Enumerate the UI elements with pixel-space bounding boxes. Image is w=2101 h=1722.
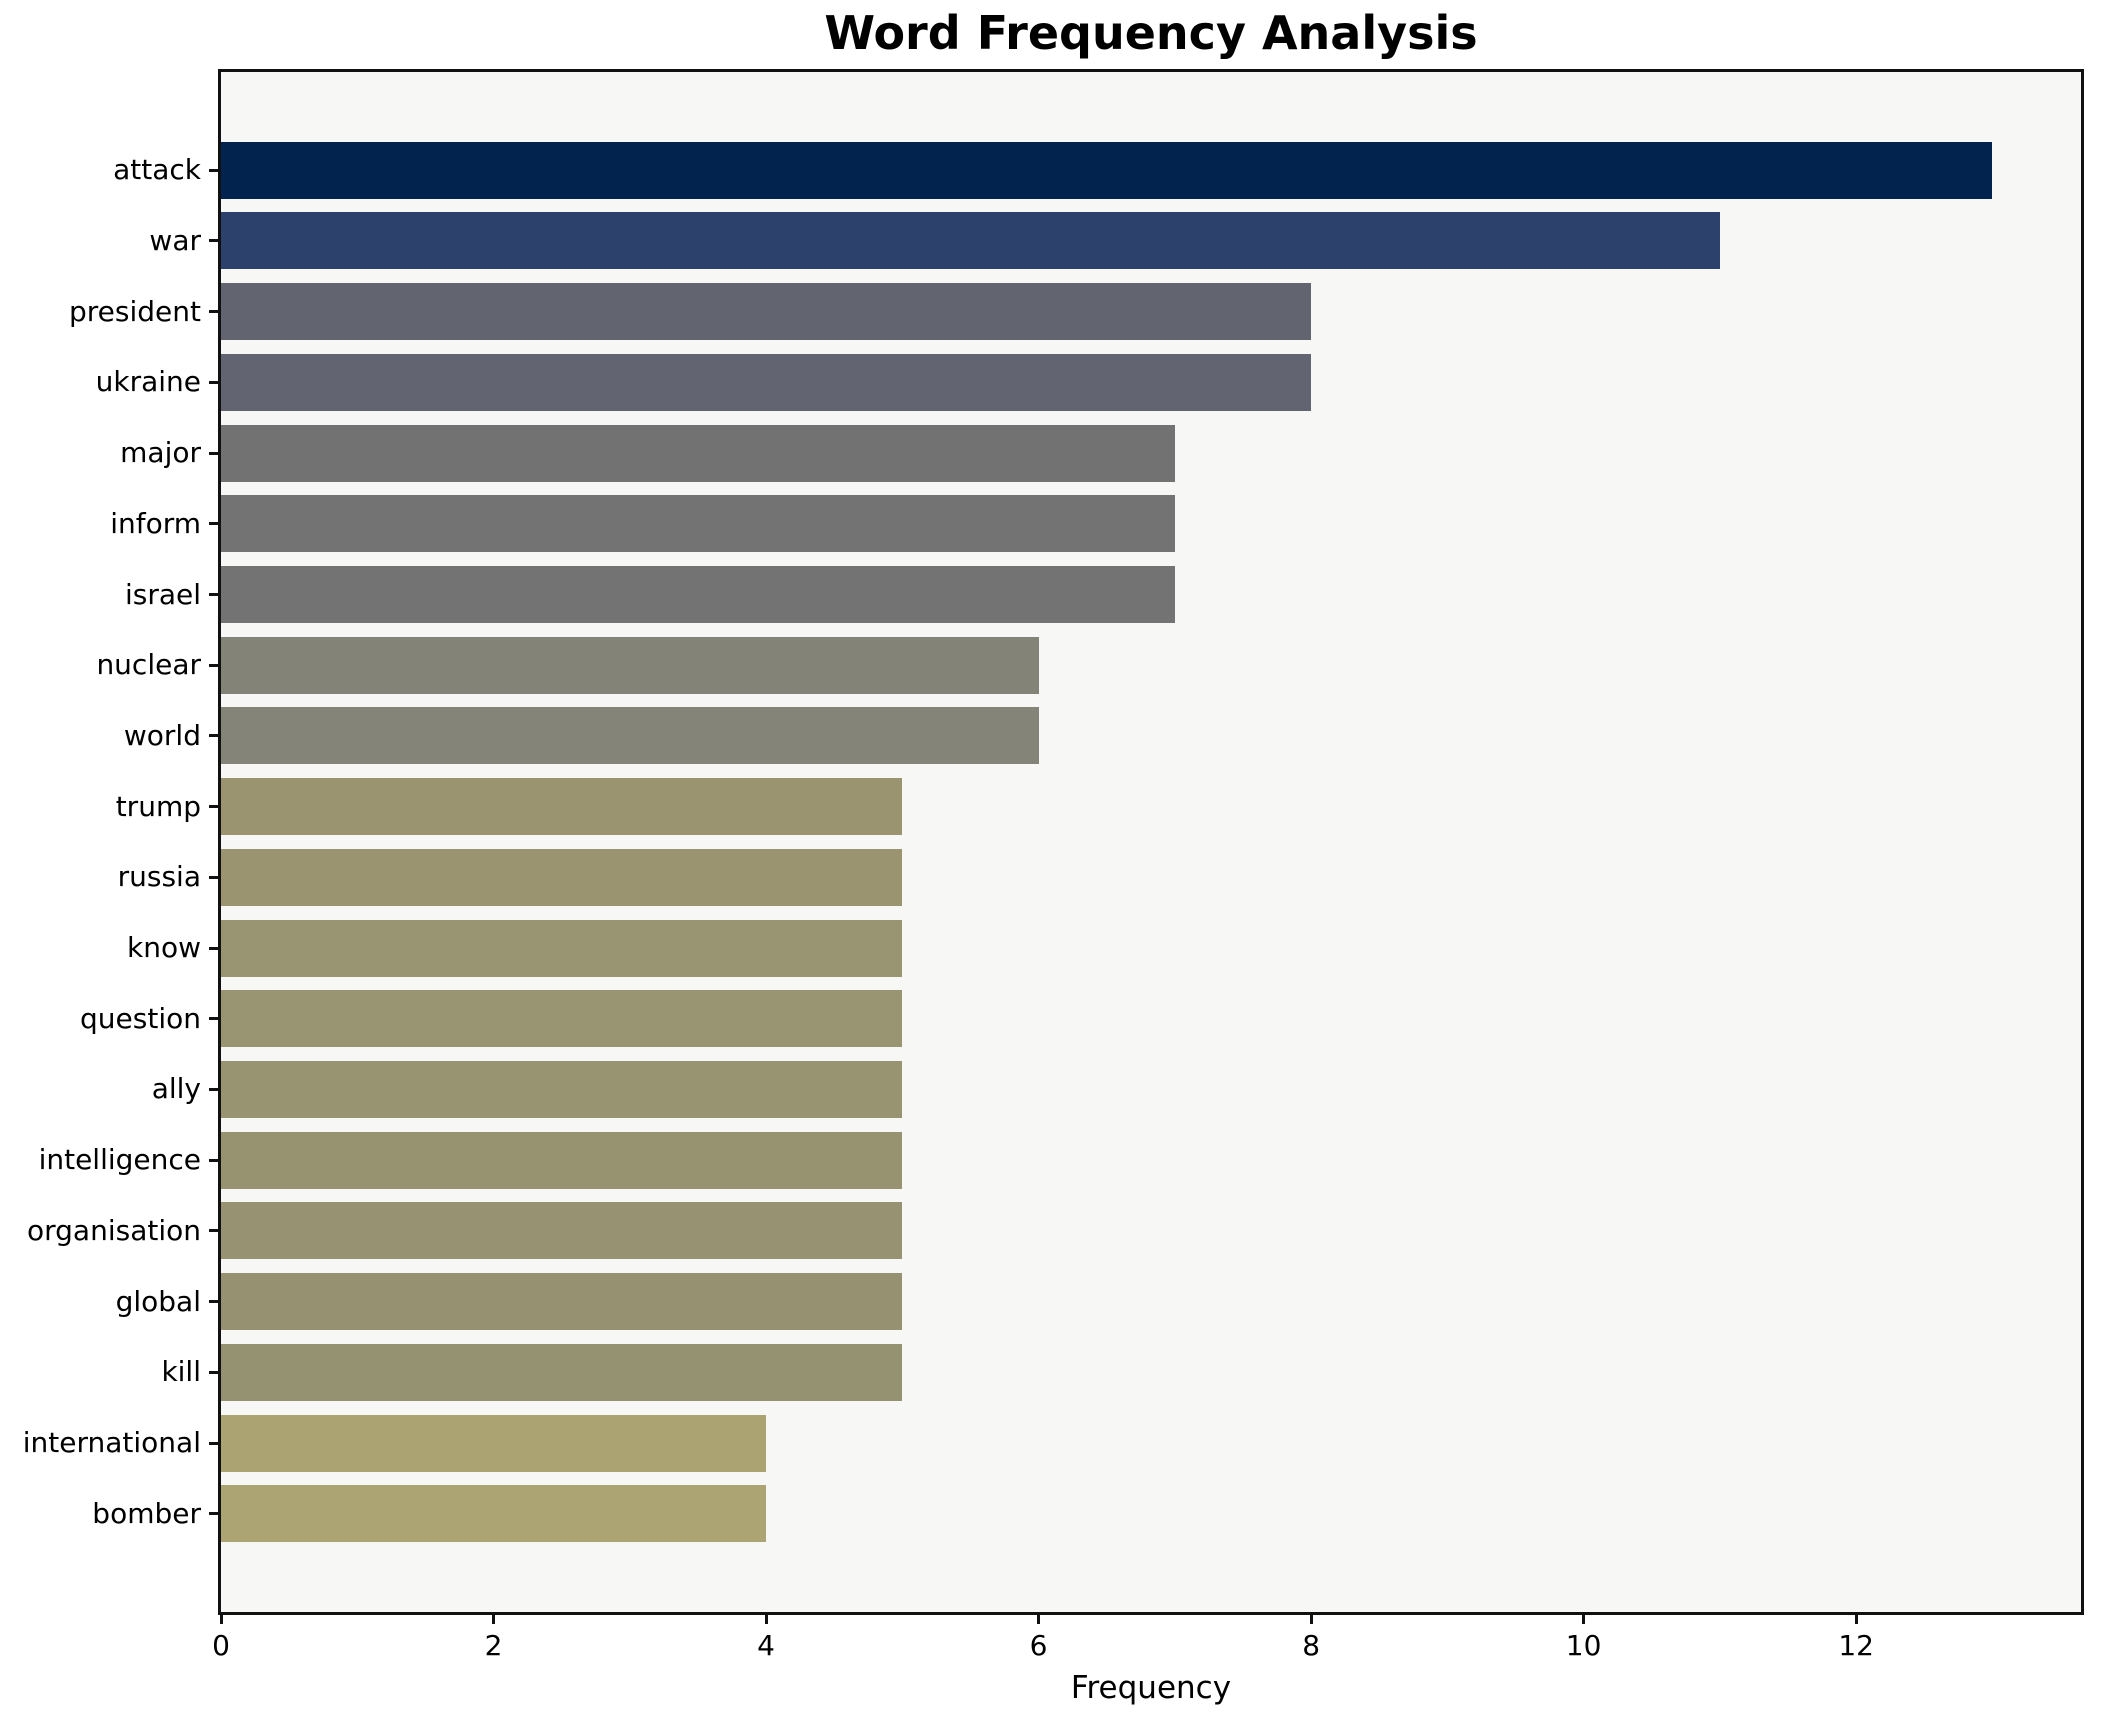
y-tick-label: israel	[124, 577, 201, 611]
x-tick-mark	[219, 1612, 223, 1624]
y-tick-mark	[209, 168, 221, 172]
y-tick-mark	[209, 1512, 221, 1516]
y-tick-mark	[209, 875, 221, 879]
y-tick-label: russia	[117, 860, 201, 894]
y-tick-mark	[209, 239, 221, 243]
bar	[221, 1273, 903, 1331]
y-tick-mark	[209, 522, 221, 526]
bar	[221, 1131, 903, 1189]
x-tick-mark	[1854, 1612, 1858, 1624]
y-tick-mark	[209, 1370, 221, 1374]
bar	[221, 636, 1039, 694]
y-tick-mark	[209, 734, 221, 738]
x-axis-title: Frequency	[1070, 1670, 1232, 1706]
x-tick-label: 6	[1029, 1629, 1048, 1662]
bar	[221, 141, 1993, 199]
y-tick-label: inform	[110, 506, 201, 540]
y-tick-mark	[209, 1229, 221, 1233]
y-tick-mark	[209, 593, 221, 597]
x-tick-mark	[1309, 1612, 1313, 1624]
x-tick-mark	[764, 1612, 768, 1624]
y-tick-mark	[209, 1158, 221, 1162]
x-tick-mark	[492, 1612, 496, 1624]
y-tick-label: kill	[161, 1355, 201, 1389]
bar	[221, 1202, 903, 1260]
bar	[221, 353, 1312, 411]
y-tick-label: president	[69, 294, 201, 328]
bar	[221, 919, 903, 977]
y-tick-label: ukraine	[95, 365, 201, 399]
y-tick-label: question	[80, 1001, 201, 1035]
y-tick-mark	[209, 1017, 221, 1021]
bar	[221, 778, 903, 836]
x-tick-label: 10	[1565, 1629, 1602, 1662]
x-tick-label: 12	[1838, 1629, 1874, 1662]
y-tick-mark	[209, 1300, 221, 1304]
y-tick-label: attack	[113, 153, 201, 187]
chart-title: Word Frequency Analysis	[824, 6, 1478, 60]
y-tick-mark	[209, 805, 221, 809]
y-tick-label: world	[123, 718, 201, 752]
bar	[221, 990, 903, 1048]
y-tick-mark	[209, 380, 221, 384]
x-tick-label: 4	[757, 1629, 775, 1662]
x-tick-label: 8	[1302, 1629, 1321, 1662]
y-tick-label: trump	[115, 789, 201, 823]
bar	[221, 566, 1175, 624]
y-tick-mark	[209, 663, 221, 667]
bar	[221, 283, 1312, 341]
y-tick-mark	[209, 946, 221, 950]
bar	[221, 707, 1039, 765]
bar	[221, 1414, 767, 1472]
x-tick-mark	[1582, 1612, 1586, 1624]
bar	[221, 1485, 767, 1543]
bar	[221, 1343, 903, 1401]
bar	[221, 212, 1720, 270]
y-tick-label: bomber	[92, 1496, 201, 1530]
y-tick-label: major	[120, 436, 201, 470]
plot-area	[221, 72, 2081, 1612]
x-tick-mark	[1037, 1612, 1041, 1624]
bar	[221, 424, 1175, 482]
y-tick-label: nuclear	[96, 648, 201, 682]
bar	[221, 1060, 903, 1118]
y-tick-label: intelligence	[38, 1143, 201, 1177]
y-tick-label: ally	[151, 1072, 201, 1106]
x-tick-label: 2	[484, 1629, 503, 1662]
y-tick-label: global	[115, 1284, 201, 1318]
y-tick-mark	[209, 1441, 221, 1445]
bar	[221, 495, 1175, 553]
bar	[221, 848, 903, 906]
y-tick-mark	[209, 310, 221, 314]
y-tick-label: international	[22, 1426, 201, 1459]
y-tick-label: know	[127, 931, 201, 965]
y-tick-label: organisation	[27, 1213, 201, 1247]
y-tick-mark	[209, 1087, 221, 1091]
y-tick-mark	[209, 451, 221, 455]
x-tick-label: 0	[212, 1629, 230, 1662]
y-tick-label: war	[149, 223, 201, 257]
